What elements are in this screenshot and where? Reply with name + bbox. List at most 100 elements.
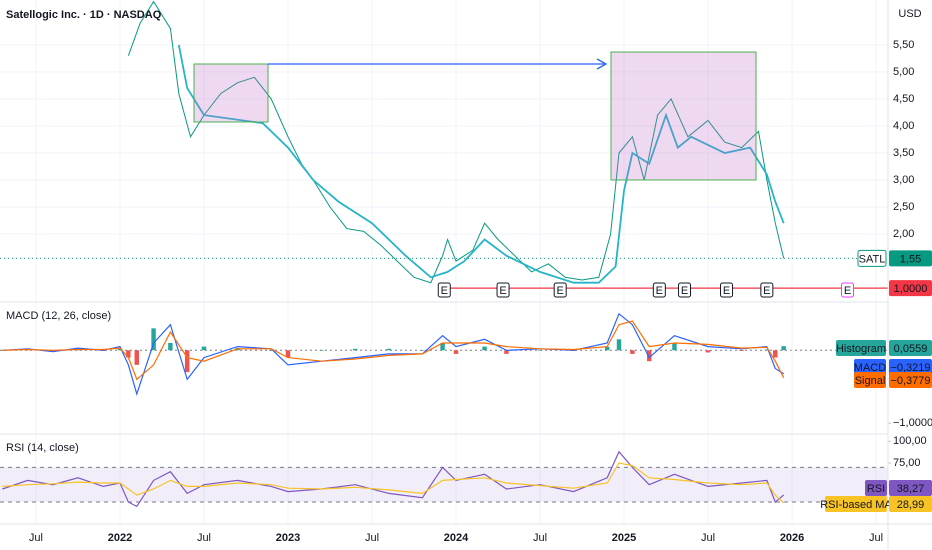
histogram-bar (352, 348, 358, 351)
histogram-bar (386, 348, 392, 351)
histogram-bar (647, 350, 652, 362)
histogram-bar (201, 346, 207, 351)
histogram-bar (739, 350, 744, 351)
symbol-tag-bg (857, 249, 887, 267)
histogram-bar (0, 350, 5, 351)
x-tick-label: 2026 (780, 532, 804, 544)
symbol-tag: SATL (859, 253, 886, 265)
y-tick-label: −1,0000 (893, 417, 932, 429)
y-tick-label: 3,50 (893, 147, 914, 159)
marks (0, 0, 888, 508)
x-tick-label: 2024 (444, 532, 469, 544)
panel-title: RSI (14, close) (6, 442, 79, 454)
labels: 2,00 2,50 3,00 3,50 4,00 4,50 5,00 5,50 1,0000 SA… (6, 39, 932, 544)
y-tick-label: 4,00 (893, 120, 914, 132)
legend-value-bg (889, 496, 932, 512)
histogram-bar (453, 350, 459, 354)
legend-value: −0,3779 (890, 375, 930, 387)
earnings-marker (760, 282, 774, 298)
price-line (127, 0, 785, 284)
histogram-bar (482, 346, 487, 351)
legend-name-bg (865, 480, 887, 496)
earnings-marker (553, 282, 567, 298)
last-price-label: 1,55 (900, 253, 921, 265)
indicator-line (2, 312, 785, 397)
panel-title: MACD (12, 26, close) (6, 310, 111, 322)
legend-name: RSI-based MA (820, 499, 892, 511)
level-label-bg (889, 280, 932, 297)
earnings-label: E (557, 285, 564, 297)
histogram-bar (616, 339, 622, 351)
histogram-bar (319, 350, 324, 351)
x-tick-label: Jul (29, 532, 43, 544)
earnings-label: E (763, 285, 770, 297)
chart-title: Satellogic Inc. · 1D · NASDAQ (6, 9, 162, 21)
legend-name-bg (854, 359, 886, 375)
histogram-bar (504, 350, 509, 354)
y-tick-label: 5,00 (893, 66, 914, 78)
y-tick-label: 100,00 (893, 435, 927, 447)
histogram-bar (151, 328, 156, 351)
legend-value: 28,99 (897, 499, 925, 511)
x-tick-label: Jul (869, 532, 883, 544)
legend-name: Histogram (836, 343, 886, 355)
histogram-bar (764, 349, 770, 351)
earnings-marker (496, 282, 510, 298)
histogram-bar (285, 350, 291, 358)
histogram-bar (268, 350, 274, 351)
histogram-bar (168, 342, 173, 351)
legend-value-bg (889, 359, 932, 375)
rsi-band (0, 467, 888, 503)
histogram-bar (605, 346, 610, 351)
x-tick-label: Jul (701, 532, 715, 544)
histogram-bar (773, 350, 778, 358)
annotation-arrowhead (596, 58, 608, 70)
histogram-bar (134, 350, 139, 365)
currency: USD (898, 8, 921, 20)
histogram-bar (440, 342, 445, 351)
x-tick-label: Jul (197, 532, 211, 544)
earnings-label: E (441, 285, 448, 297)
x-tick-label: Jul (365, 532, 379, 544)
indicator-line (2, 462, 785, 504)
legend-value-bg (889, 340, 932, 356)
indicator-line (2, 320, 785, 381)
y-tick-label: 3,00 (893, 174, 914, 186)
level-label: 1,0000 (894, 283, 928, 295)
last-price-label-bg (889, 250, 932, 267)
histogram-bar (781, 346, 786, 351)
legend-name-bg (854, 372, 886, 388)
earnings-marker (437, 282, 451, 298)
legend-name-bg (825, 496, 887, 512)
earnings-marker (841, 282, 855, 298)
histogram-bar (705, 350, 711, 353)
legend-value: 0,0559 (894, 343, 928, 355)
indicator-line (2, 450, 785, 508)
y-tick-label: 4,50 (893, 93, 914, 105)
legend-name: MACD (854, 362, 886, 374)
x-tick-label: 2025 (612, 532, 636, 544)
earnings-marker (678, 282, 692, 298)
legend-value-bg (889, 372, 932, 388)
annotation-box (193, 63, 269, 123)
x-tick-label: 2023 (276, 532, 300, 544)
annotation-box (610, 51, 757, 181)
legend-value: −0,3219 (890, 362, 930, 374)
legend-name: RSI (867, 483, 885, 495)
histogram-bar (537, 350, 543, 351)
earnings-label: E (499, 285, 506, 297)
x-tick-label: Jul (533, 532, 547, 544)
histogram-bar (126, 350, 131, 358)
legend-name: Signal (855, 375, 886, 387)
y-tick-label: 5,50 (893, 39, 914, 51)
x-tick-label: 2022 (108, 532, 132, 544)
earnings-label: E (681, 285, 688, 297)
y-tick-label: 2,50 (893, 201, 914, 213)
histogram-bar (50, 350, 55, 352)
legend-value: 38,27 (897, 483, 925, 495)
histogram-bar (420, 350, 425, 351)
y-tick-label: 2,00 (893, 228, 914, 240)
earnings-marker (720, 282, 734, 298)
